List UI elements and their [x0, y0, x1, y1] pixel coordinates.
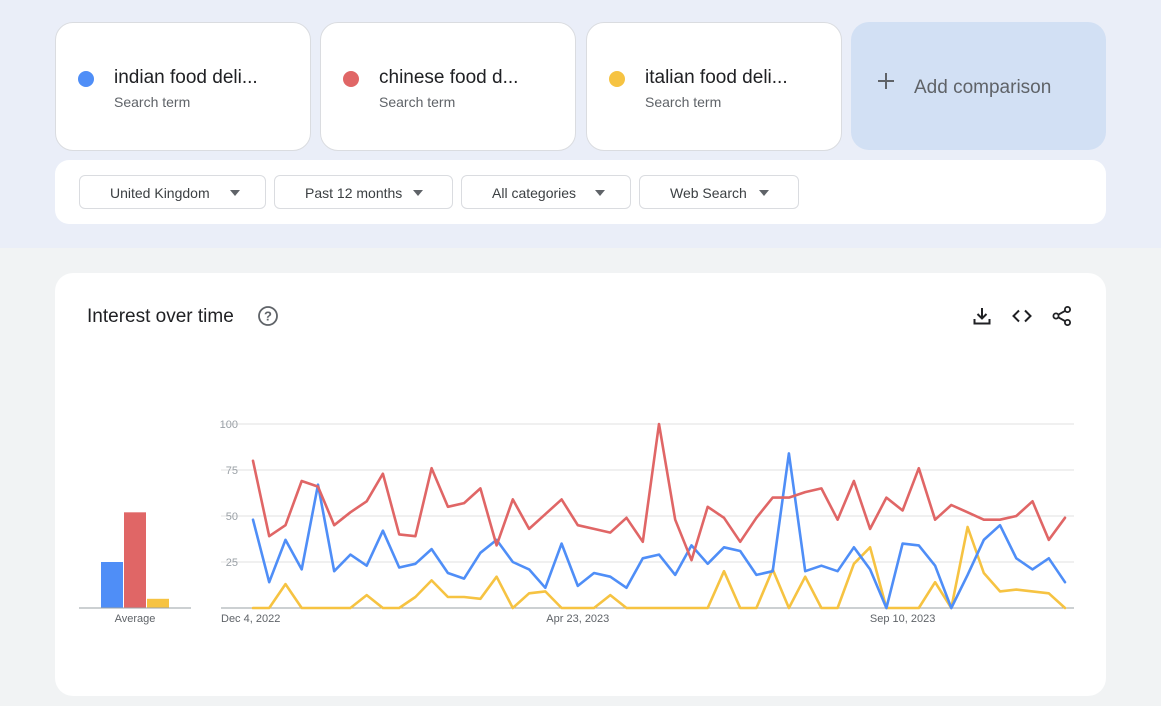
- period-value: Past 12 months: [305, 185, 403, 201]
- term-name[interactable]: italian food deli...: [645, 67, 788, 88]
- term-type-label: Search term: [645, 94, 722, 110]
- term-color-dot: [609, 71, 625, 87]
- filter-bar: United Kingdom Past 12 months All catego…: [55, 160, 1106, 224]
- plus-icon: [877, 72, 895, 90]
- search-type-dropdown[interactable]: Web Search: [639, 175, 799, 209]
- chart-title: Interest over time: [87, 306, 234, 327]
- caret-down-icon: [413, 190, 423, 196]
- term-type-label: Search term: [379, 94, 456, 110]
- term-name[interactable]: indian food deli...: [114, 67, 258, 88]
- region-dropdown[interactable]: United Kingdom: [79, 175, 266, 209]
- interest-over-time-card: Interest over time ?: [55, 273, 1106, 696]
- add-comparison-label: Add comparison: [914, 77, 1052, 98]
- term-card-1[interactable]: indian food deli... Search term: [55, 22, 311, 151]
- term-type-label: Search term: [114, 94, 191, 110]
- download-icon[interactable]: [971, 305, 993, 327]
- help-icon[interactable]: ?: [257, 305, 279, 327]
- caret-down-icon: [759, 190, 769, 196]
- caret-down-icon: [230, 190, 240, 196]
- add-comparison-button[interactable]: Add comparison: [851, 22, 1106, 150]
- share-icon[interactable]: [1051, 305, 1073, 327]
- term-color-dot: [343, 71, 359, 87]
- category-dropdown[interactable]: All categories: [461, 175, 631, 209]
- svg-text:?: ?: [264, 309, 272, 324]
- region-value: United Kingdom: [110, 185, 210, 201]
- embed-icon[interactable]: [1011, 305, 1033, 327]
- period-dropdown[interactable]: Past 12 months: [274, 175, 453, 209]
- category-value: All categories: [492, 185, 577, 201]
- term-card-3[interactable]: italian food deli... Search term: [586, 22, 842, 151]
- search-type-value: Web Search: [670, 185, 747, 201]
- term-card-2[interactable]: chinese food d... Search term: [320, 22, 576, 151]
- term-color-dot: [78, 71, 94, 87]
- caret-down-icon: [595, 190, 605, 196]
- term-name[interactable]: chinese food d...: [379, 67, 519, 88]
